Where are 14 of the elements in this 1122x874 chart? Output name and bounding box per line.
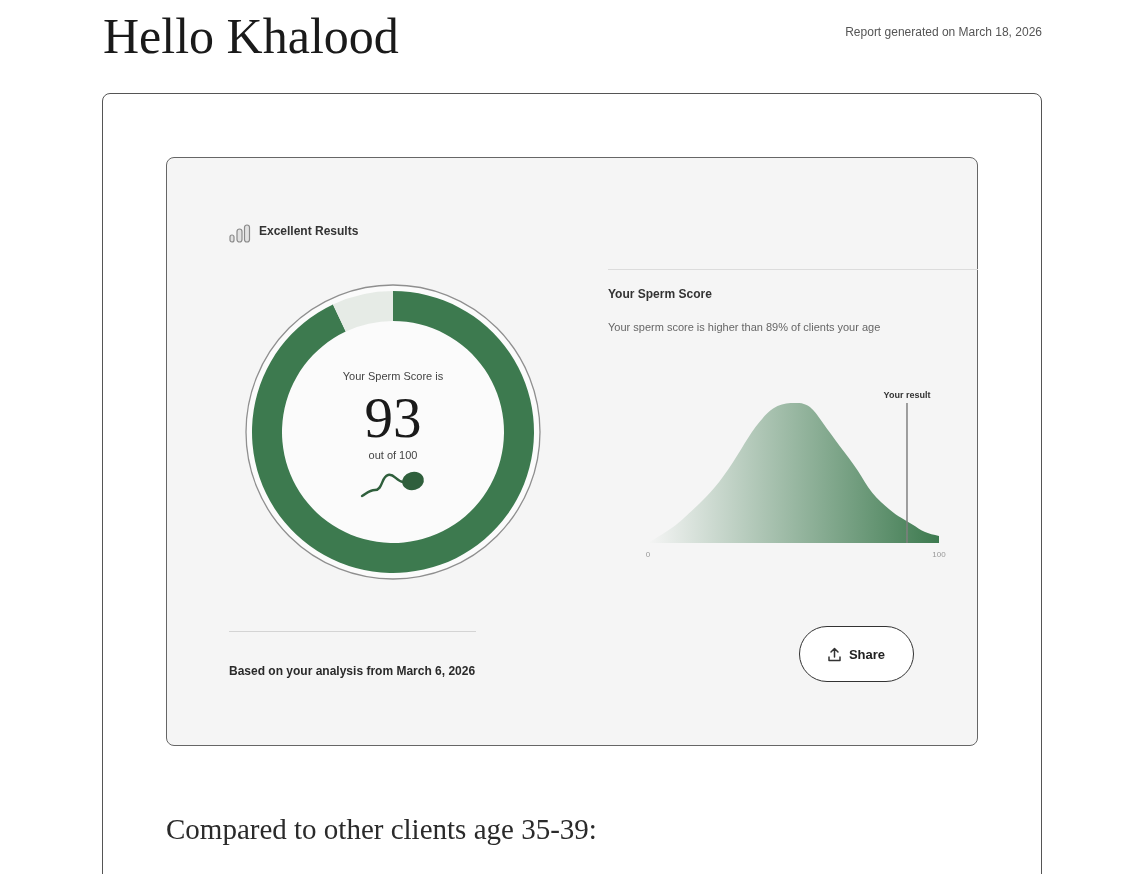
x-tick-label: 0 xyxy=(645,549,651,559)
data-label: 93 xyxy=(364,386,422,449)
text: Report generated on March 18, 2026 xyxy=(845,25,1042,39)
chart-title: Excellent Results xyxy=(259,224,359,238)
text: Based on your analysis from March 6, 2026 xyxy=(229,664,476,678)
x-tick-label: 100 xyxy=(932,549,947,559)
text: Compared to other clients age 35-39: xyxy=(166,813,597,845)
text: Your Sperm Score is xyxy=(342,370,444,382)
share-button[interactable]: Share xyxy=(799,626,914,682)
ref-line-label: Your result xyxy=(883,390,931,400)
text: out of 100 xyxy=(368,449,418,461)
chart-subtitle: Your sperm score is higher than 89% of clients your age xyxy=(608,321,881,333)
chart-title: Your Sperm Score xyxy=(608,287,712,301)
text: Hello Khalood xyxy=(103,8,399,64)
